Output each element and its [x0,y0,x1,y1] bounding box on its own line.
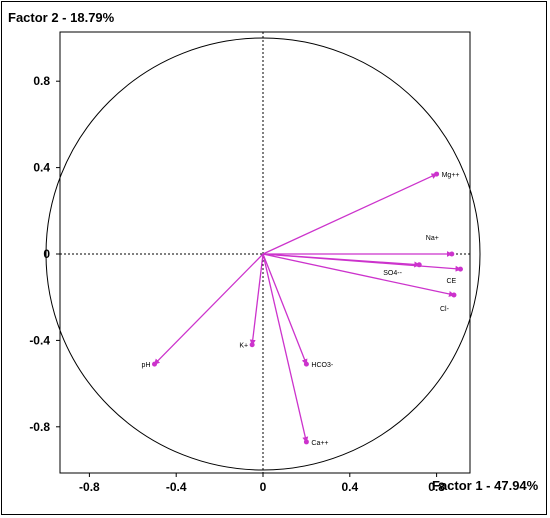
variable-label: Mg++ [442,172,460,179]
vector-CE [262,253,462,272]
variable-label: Ca++ [311,440,328,447]
variable-label: Cl- [440,306,450,313]
vector-point-K+ [249,342,255,348]
y-tick-label: 0.4 [33,161,50,175]
variable-label: SO4-- [383,270,402,277]
x-tick-label: 0.4 [341,480,358,494]
y-tick-label: 0 [43,247,50,261]
vector-Mg++ [262,173,438,255]
vector-point-Na+ [449,251,455,257]
variable-label: K+ [239,343,248,350]
vector-point-Cl- [451,292,457,298]
y-tick-label: 0.8 [33,74,50,88]
x-tick-label: -0.4 [166,480,187,494]
x-tick-label: 0.8 [428,480,445,494]
y-tick-label: -0.8 [29,420,50,434]
vector-point-Mg++ [434,171,440,177]
variable-label: Na+ [426,235,439,242]
x-tick-label: 0 [260,480,267,494]
vector-point-CE [457,266,463,272]
vector-point-Ca++ [303,439,309,445]
variable-label: CE [446,278,456,285]
vector-Cl- [262,253,455,297]
vector-point-HCO3- [303,361,309,367]
variable-label: pH [142,362,151,369]
x-tick-label: -0.8 [79,480,100,494]
vector-point-pH [152,361,157,367]
vector-HCO3- [262,253,308,366]
plot-area [59,31,471,474]
vector-pH [153,253,264,365]
y-axis-title: Factor 2 - 18.79% [8,10,115,25]
variable-label: HCO3- [311,362,333,369]
vector-Ca++ [262,253,309,443]
x-axis-title: Factor 1 - 47.94% [432,478,539,493]
vector-K+ [249,253,264,346]
y-tick-label: -0.4 [29,333,50,347]
